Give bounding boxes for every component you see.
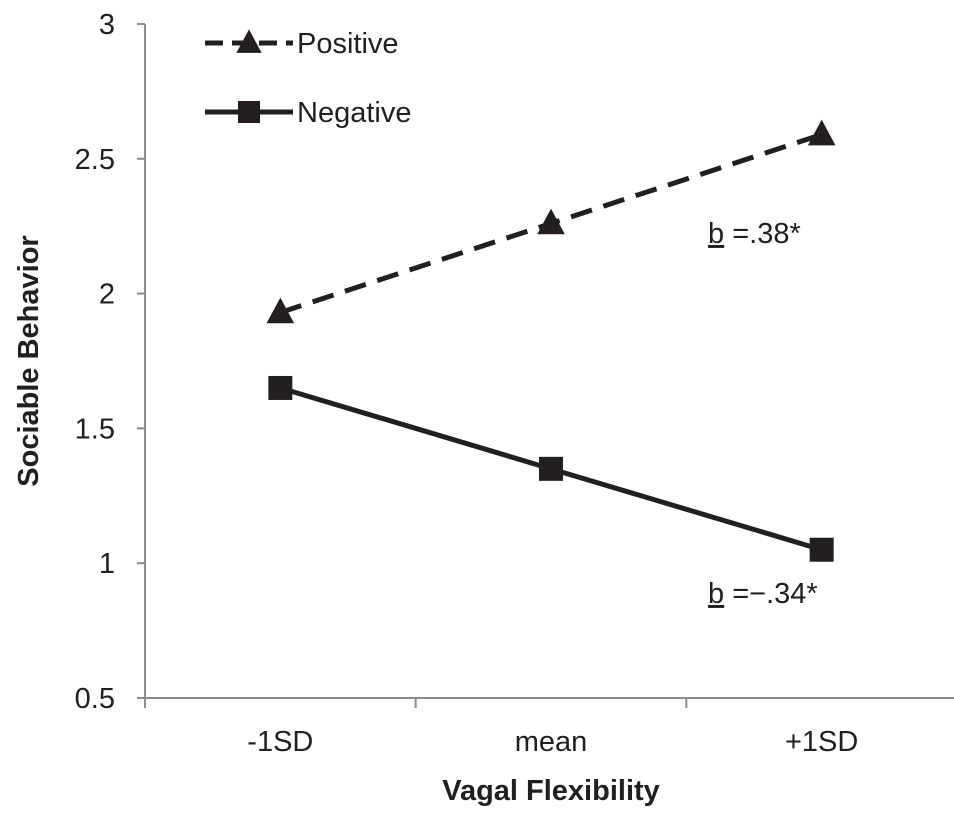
series-layer bbox=[266, 119, 836, 562]
series-negative bbox=[268, 375, 834, 562]
data-point-positive bbox=[266, 297, 295, 324]
data-point-positive bbox=[807, 119, 836, 146]
y-ticks: 0.5 1 1.5 2 2.5 3 bbox=[75, 9, 145, 715]
y-tick-label: 1 bbox=[99, 548, 115, 580]
y-tick-label: 2 bbox=[99, 279, 115, 311]
x-axis-title: Vagal Flexibility bbox=[442, 775, 660, 807]
legend-item-negative: Negative bbox=[205, 97, 411, 129]
y-axis-title: Sociable Behavior bbox=[13, 235, 45, 486]
annotations: b =.38*b =−.34* bbox=[708, 218, 818, 610]
x-tick-label: mean bbox=[515, 726, 588, 758]
legend-label: Negative bbox=[297, 97, 411, 129]
x-ticks: -1SD mean +1SD bbox=[144, 698, 858, 758]
y-tick-label: 2.5 bbox=[75, 144, 115, 176]
slope-value: =−.34* bbox=[724, 578, 818, 610]
legend-marker bbox=[236, 29, 262, 53]
slope-annotation: b =.38* bbox=[708, 218, 801, 250]
data-point-negative bbox=[268, 375, 293, 400]
y-tick-label: 0.5 bbox=[75, 683, 115, 715]
x-tick-label: +1SD bbox=[785, 726, 858, 758]
slope-symbol: b bbox=[708, 218, 724, 250]
legend: Positive Negative bbox=[205, 28, 411, 129]
legend-label: Positive bbox=[297, 28, 399, 60]
data-point-positive bbox=[537, 208, 565, 235]
y-tick-label: 3 bbox=[99, 9, 115, 41]
legend-item-positive: Positive bbox=[205, 28, 399, 60]
series-positive bbox=[266, 119, 836, 324]
x-tick-label: -1SD bbox=[247, 726, 313, 758]
slope-symbol: b bbox=[708, 578, 724, 610]
data-point-negative bbox=[539, 456, 563, 481]
slope-annotation: b =−.34* bbox=[708, 578, 818, 610]
axes bbox=[144, 24, 954, 699]
slope-value: =.38* bbox=[724, 218, 801, 250]
y-tick-label: 1.5 bbox=[75, 413, 115, 445]
data-point-negative bbox=[809, 537, 834, 562]
legend-marker bbox=[238, 101, 260, 123]
